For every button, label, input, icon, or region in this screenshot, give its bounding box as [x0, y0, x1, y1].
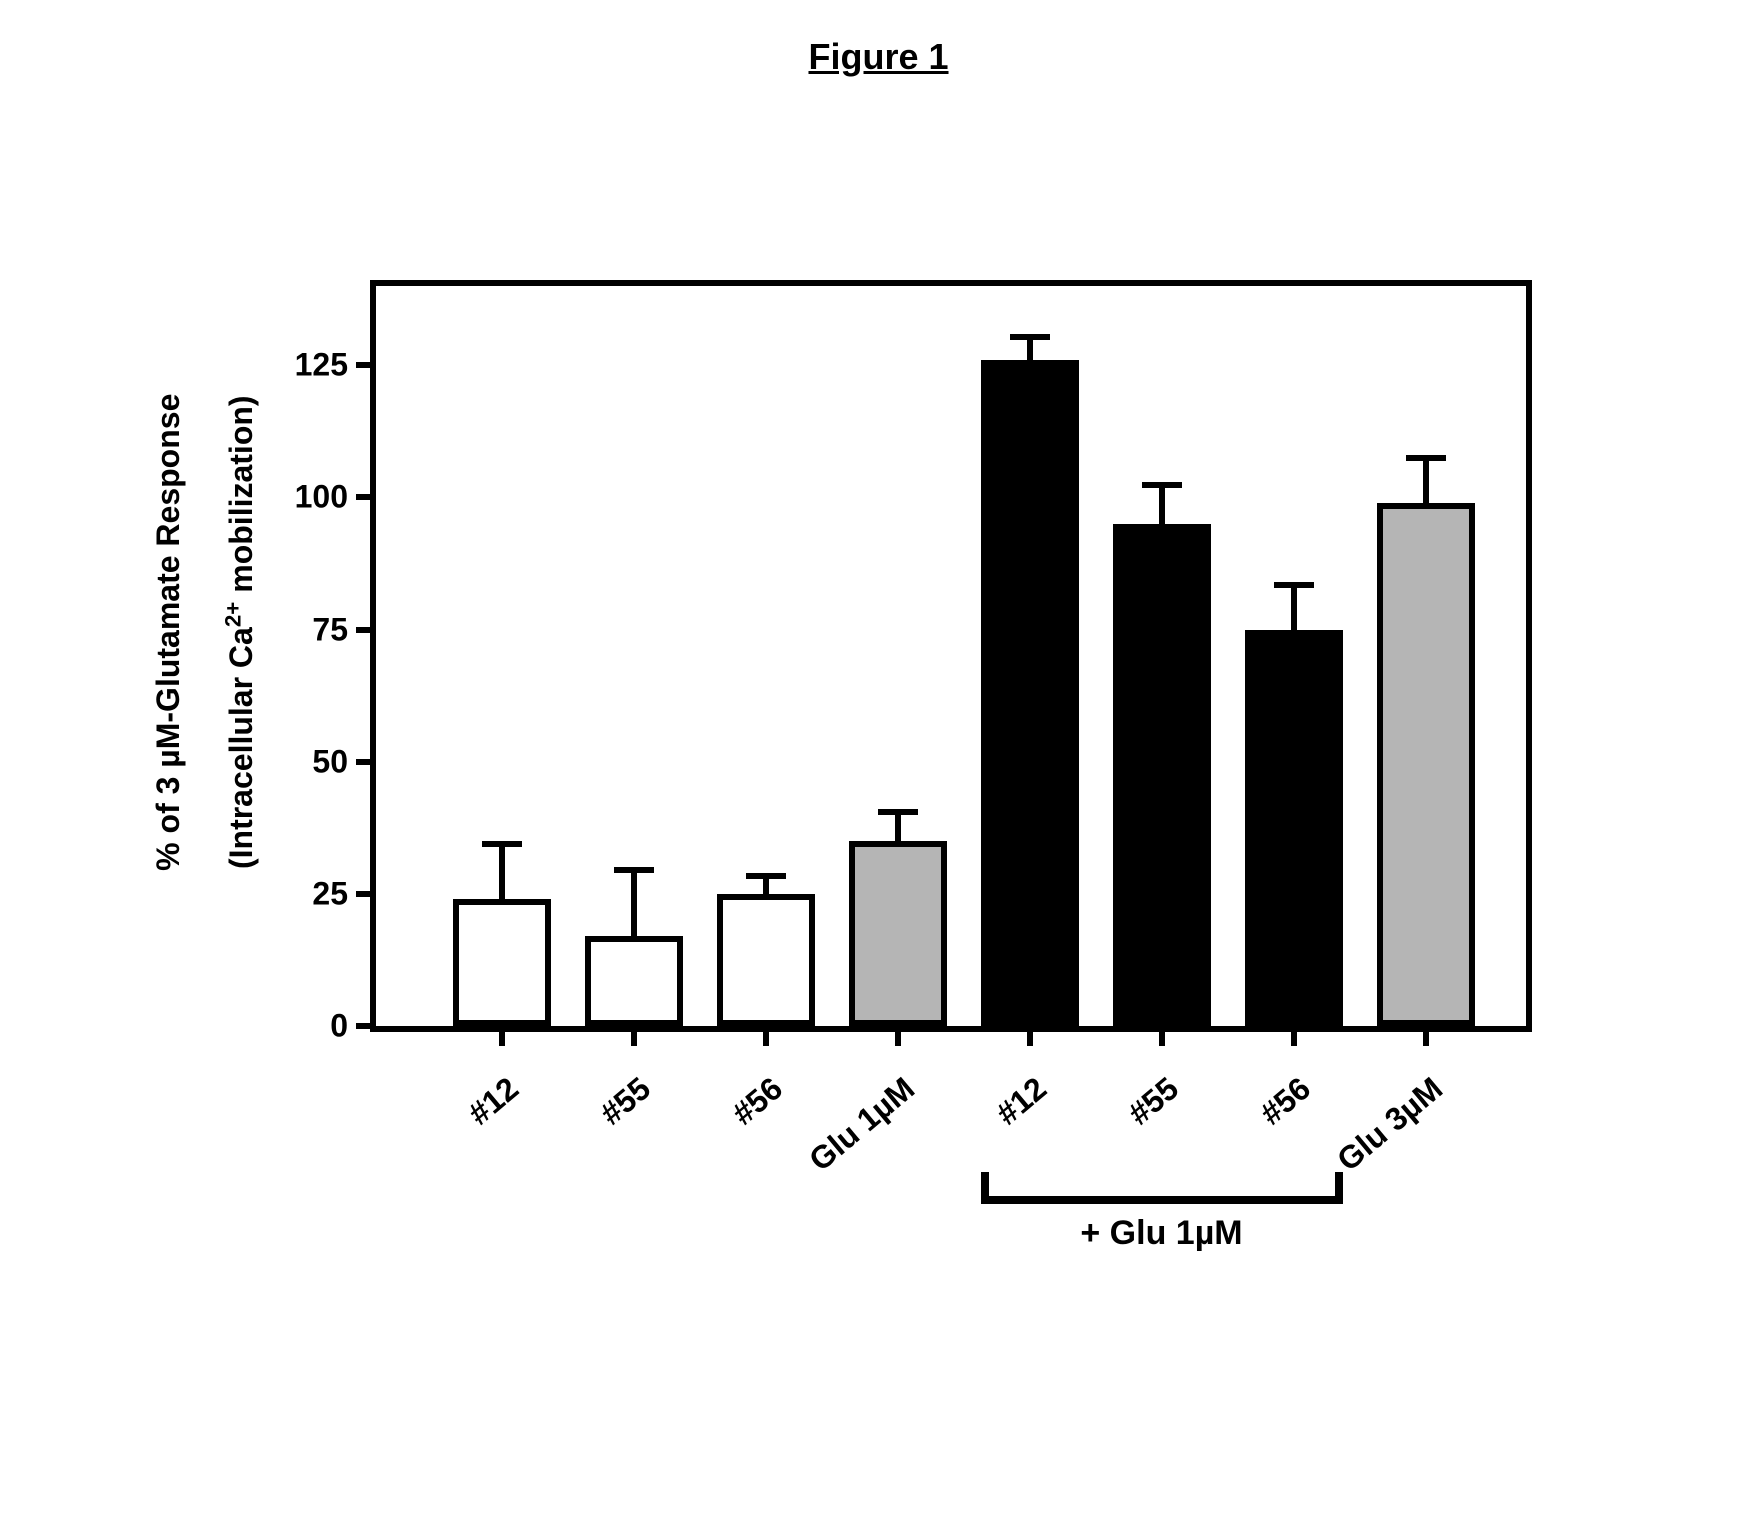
y-tick-label: 125	[295, 347, 348, 384]
y-tick-label: 50	[312, 743, 348, 780]
error-cap	[1142, 482, 1182, 488]
x-tick-mark	[499, 1032, 505, 1046]
group-bracket	[981, 1172, 1343, 1204]
y-tick-mark	[356, 1023, 370, 1029]
group-bracket-vr	[1335, 1172, 1343, 1196]
x-tick-label: #55	[1121, 1070, 1186, 1133]
error-bar	[631, 867, 637, 936]
bar	[981, 360, 1079, 1026]
error-bar	[1159, 482, 1165, 524]
y-tick-mark	[356, 891, 370, 897]
y-tick-label: 0	[330, 1008, 348, 1045]
bar	[1113, 524, 1211, 1026]
error-bar	[499, 841, 505, 899]
bar	[585, 936, 683, 1026]
y-tick-label: 100	[295, 479, 348, 516]
x-tick-label: Glu 1µM	[802, 1070, 922, 1179]
y-tick-mark	[356, 627, 370, 633]
x-tick-label: Glu 3µM	[1330, 1070, 1450, 1179]
x-tick-label: #55	[593, 1070, 658, 1133]
error-bar	[1291, 582, 1297, 630]
plot-frame	[370, 280, 1532, 1032]
group-bracket-vl	[981, 1172, 989, 1196]
x-tick-label: #12	[989, 1070, 1054, 1133]
error-bar	[1423, 455, 1429, 503]
x-tick-mark	[895, 1032, 901, 1046]
error-cap	[1010, 334, 1050, 340]
y-axis-label: % of 3 µM-Glutamate Response (Intracellu…	[113, 394, 297, 907]
error-cap	[1406, 455, 1446, 461]
figure-title: Figure 1	[808, 36, 948, 78]
y-tick-mark	[356, 362, 370, 368]
x-tick-label: #56	[725, 1070, 790, 1133]
x-tick-mark	[1423, 1032, 1429, 1046]
x-tick-mark	[1159, 1032, 1165, 1046]
bar	[717, 894, 815, 1026]
error-cap	[746, 873, 786, 879]
error-cap	[878, 809, 918, 815]
bar	[1377, 503, 1475, 1026]
group-label: + Glu 1µM	[1080, 1214, 1242, 1253]
plot-area	[376, 286, 1526, 1026]
error-cap	[482, 841, 522, 847]
bar	[453, 899, 551, 1026]
x-tick-label: #56	[1253, 1070, 1318, 1133]
group-bracket-h	[981, 1196, 1343, 1204]
bar	[1245, 630, 1343, 1026]
x-tick-label: #12	[461, 1070, 526, 1133]
x-tick-mark	[1027, 1032, 1033, 1046]
x-tick-mark	[631, 1032, 637, 1046]
y-axis-label-line1: % of 3 µM-Glutamate Response	[150, 394, 186, 871]
y-axis-label-line2: (Intracellular Ca2+ mobilization)	[223, 395, 259, 869]
y-tick-label: 25	[312, 875, 348, 912]
x-tick-mark	[763, 1032, 769, 1046]
y-tick-label: 75	[312, 611, 348, 648]
bar	[849, 841, 947, 1026]
y-tick-mark	[356, 494, 370, 500]
page: Figure 1 % of 3 µM-Glutamate Response (I…	[0, 0, 1757, 1515]
error-cap	[1274, 582, 1314, 588]
error-cap	[614, 867, 654, 873]
x-tick-mark	[1291, 1032, 1297, 1046]
y-tick-mark	[356, 759, 370, 765]
